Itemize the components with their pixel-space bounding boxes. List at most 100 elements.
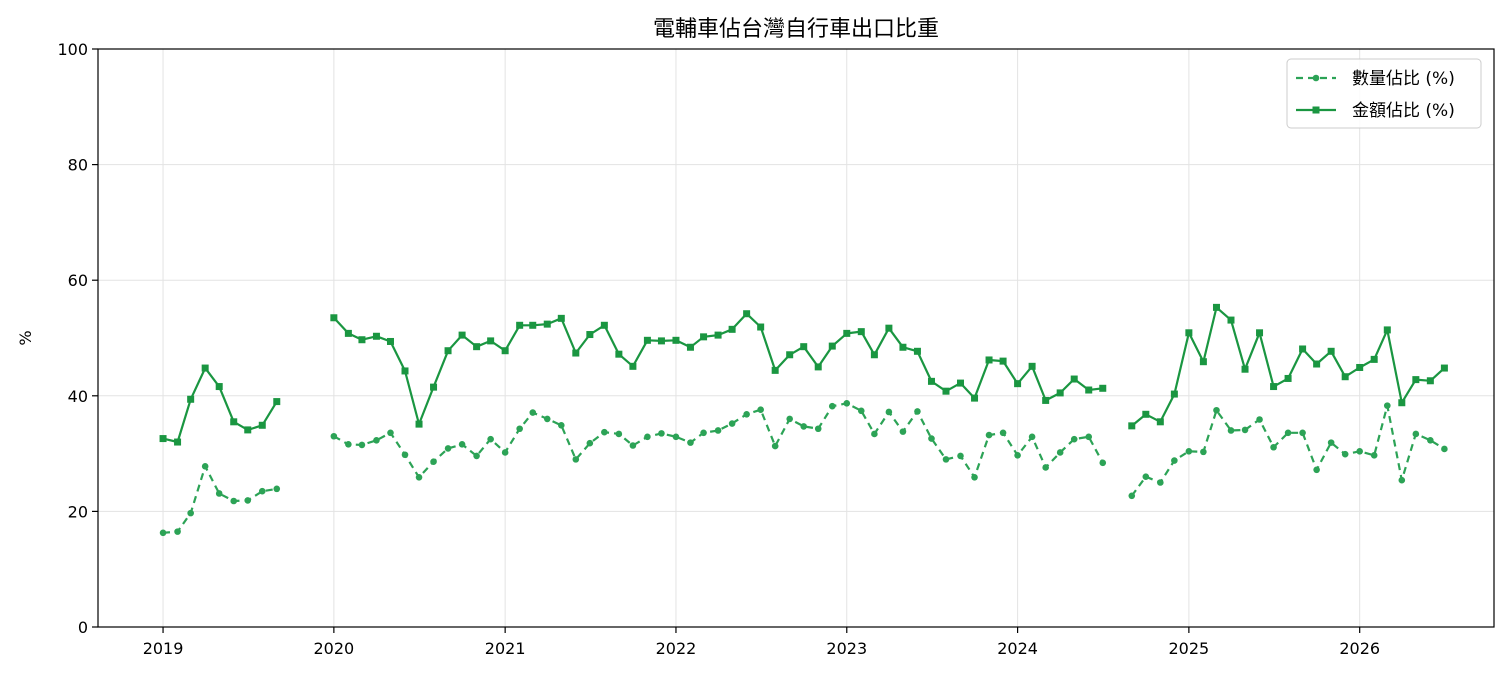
data-point bbox=[543, 320, 551, 328]
y-tick-label: 0 bbox=[78, 618, 88, 637]
data-point bbox=[258, 487, 266, 495]
data-point bbox=[1270, 383, 1278, 391]
data-point bbox=[215, 383, 223, 391]
data-point bbox=[757, 323, 765, 331]
data-point bbox=[529, 409, 537, 416]
data-point bbox=[187, 395, 195, 403]
x-tick-label: 2023 bbox=[826, 639, 867, 658]
data-point bbox=[1341, 450, 1349, 458]
data-point bbox=[201, 364, 209, 372]
legend-label-count: 數量佔比 (%) bbox=[1352, 69, 1455, 89]
data-point bbox=[1284, 374, 1292, 382]
data-point bbox=[914, 408, 921, 415]
legend-marker-value bbox=[1312, 106, 1320, 114]
y-axis-label: % bbox=[16, 330, 35, 345]
data-point bbox=[1142, 473, 1150, 481]
legend: 數量佔比 (%) 金額佔比 (%) bbox=[1286, 58, 1482, 129]
data-point bbox=[814, 363, 822, 371]
data-point bbox=[1199, 358, 1207, 366]
data-point bbox=[586, 331, 594, 339]
series-count bbox=[159, 400, 1448, 537]
data-point bbox=[658, 430, 665, 437]
data-point bbox=[174, 438, 182, 446]
data-point bbox=[273, 485, 281, 493]
y-tick-label: 80 bbox=[68, 156, 88, 175]
data-point bbox=[657, 337, 665, 345]
data-point bbox=[430, 383, 438, 391]
data-point bbox=[985, 431, 993, 439]
data-point bbox=[1128, 492, 1136, 500]
data-point bbox=[843, 400, 851, 407]
y-tick-label: 40 bbox=[68, 387, 88, 406]
data-point bbox=[244, 497, 252, 504]
data-point bbox=[1227, 427, 1235, 434]
data-point bbox=[1099, 384, 1107, 392]
data-point bbox=[956, 379, 964, 387]
data-point bbox=[473, 343, 481, 351]
data-point bbox=[928, 435, 935, 442]
series-value bbox=[159, 303, 1448, 446]
data-point bbox=[871, 430, 878, 438]
data-point bbox=[1099, 459, 1107, 467]
data-point bbox=[501, 347, 509, 355]
x-tick-label: 2022 bbox=[656, 639, 697, 658]
data-point bbox=[330, 314, 338, 322]
data-point bbox=[1427, 437, 1434, 444]
data-point bbox=[458, 331, 466, 339]
data-point bbox=[1270, 443, 1277, 451]
data-point bbox=[1256, 329, 1264, 337]
data-point bbox=[913, 347, 921, 355]
data-point bbox=[714, 331, 722, 339]
data-point bbox=[957, 452, 964, 460]
data-point bbox=[401, 367, 409, 375]
data-point bbox=[1014, 380, 1022, 388]
data-point bbox=[586, 439, 594, 447]
data-point bbox=[345, 441, 352, 448]
data-point bbox=[687, 439, 694, 446]
data-point bbox=[1256, 416, 1263, 423]
data-point bbox=[971, 473, 978, 481]
data-point bbox=[1200, 448, 1207, 456]
data-point bbox=[159, 435, 167, 443]
data-point bbox=[1070, 435, 1078, 443]
series-line bbox=[1130, 404, 1445, 497]
data-point bbox=[672, 336, 680, 344]
x-axis: 2019 2020 2021 2022 2023 2024 2025 2026 bbox=[143, 627, 1380, 658]
data-point bbox=[800, 423, 808, 430]
data-point bbox=[372, 332, 380, 340]
x-tick-label: 2024 bbox=[997, 639, 1038, 658]
x-tick-label: 2020 bbox=[314, 639, 355, 658]
data-point bbox=[458, 441, 466, 448]
data-point bbox=[430, 458, 437, 465]
data-point bbox=[1440, 364, 1448, 372]
data-point bbox=[1185, 329, 1193, 337]
data-point bbox=[1212, 303, 1220, 311]
data-point bbox=[1157, 479, 1164, 486]
data-point bbox=[415, 420, 423, 428]
data-point bbox=[1441, 445, 1448, 453]
data-point bbox=[572, 456, 580, 463]
data-point bbox=[615, 350, 623, 358]
data-point bbox=[1299, 345, 1307, 353]
data-point bbox=[1042, 464, 1049, 471]
data-point bbox=[1426, 377, 1434, 385]
data-point bbox=[1156, 418, 1164, 426]
x-tick-label: 2019 bbox=[143, 639, 184, 658]
data-point bbox=[230, 497, 238, 505]
data-point bbox=[1327, 347, 1335, 355]
data-point bbox=[572, 349, 580, 357]
data-point bbox=[1398, 476, 1406, 484]
series-line bbox=[162, 465, 277, 534]
data-point bbox=[1056, 389, 1064, 397]
x-tick-label: 2021 bbox=[485, 639, 526, 658]
y-tick-label: 60 bbox=[68, 271, 88, 290]
data-point bbox=[344, 329, 352, 337]
data-point bbox=[1356, 363, 1364, 371]
data-point bbox=[1185, 447, 1193, 455]
data-point bbox=[1313, 360, 1321, 368]
data-point bbox=[1028, 433, 1036, 441]
data-point bbox=[516, 321, 524, 329]
data-point bbox=[529, 321, 537, 329]
